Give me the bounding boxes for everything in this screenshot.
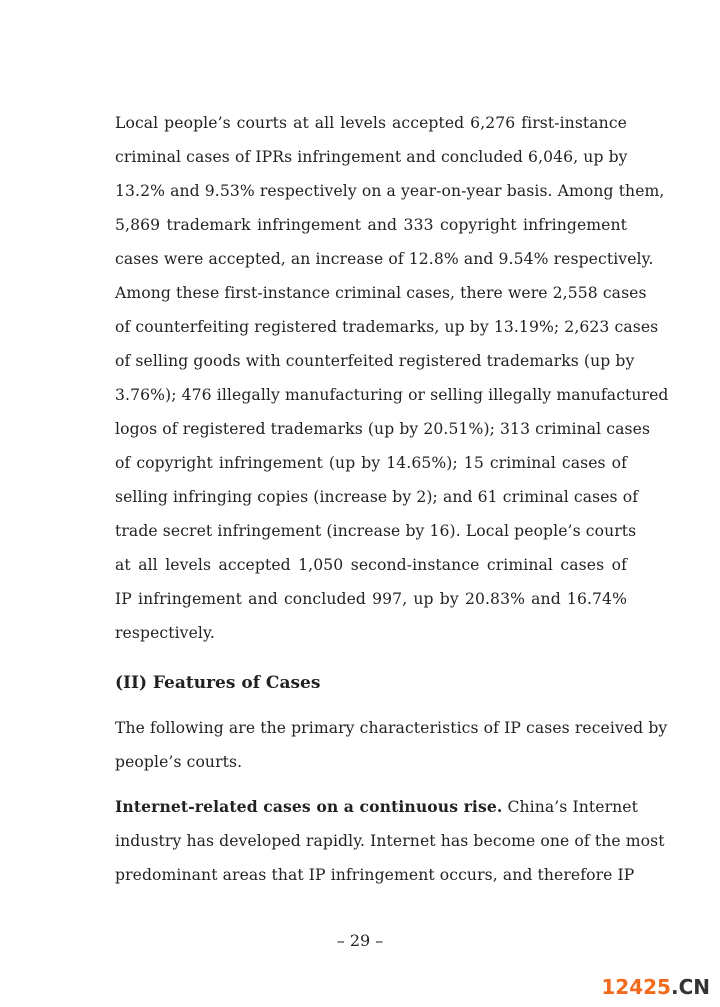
text-line: of selling goods with counterfeited regi… [115, 352, 635, 370]
text-line: respectively. [115, 624, 215, 642]
text-line: 3.76%); 476 illegally manufacturing or s… [115, 386, 669, 404]
text-line: Internet-related cases on a continuous r… [115, 797, 638, 816]
text-line: 13.2% and 9.53% respectively on a year-o… [115, 182, 665, 200]
text-line: at all levels accepted 1,050 second-inst… [115, 556, 627, 574]
text-line: logos of registered trademarks (up by 20… [115, 420, 651, 438]
text-line: Among these first-instance criminal case… [115, 284, 647, 302]
text-line: of copyright infringement (up by 14.65%)… [115, 454, 627, 472]
text-line: Local people’s courts at all levels acce… [115, 114, 627, 132]
text-line: trade secret infringement (increase by 1… [115, 522, 637, 540]
text-line: The following are the primary characteri… [115, 719, 668, 737]
text-line: 5,869 trademark infringement and 333 cop… [115, 216, 627, 234]
paragraph-internet-cases: Internet-related cases on a continuous r… [115, 790, 665, 892]
text-line: of counterfeiting registered trademarks,… [115, 318, 659, 336]
text-line: cases were accepted, an increase of 12.8… [115, 250, 654, 268]
text-line: predominant areas that IP infringement o… [115, 866, 635, 884]
text-line: industry has developed rapidly. Internet… [115, 832, 665, 850]
text-line: IP infringement and concluded 997, up by… [115, 590, 627, 608]
text-line: selling infringing copies (increase by 2… [115, 488, 639, 506]
paragraph-primary-characteristics: The following are the primary characteri… [115, 711, 668, 779]
text-line: people’s courts. [115, 753, 243, 771]
page-number: – 29 – [336, 931, 384, 950]
text-line: criminal cases of IPRs infringement and … [115, 148, 628, 166]
section-heading: (II) Features of Cases [115, 673, 321, 693]
bold-lead: Internet-related cases on a continuous r… [115, 797, 503, 816]
watermark-logo: 12425.CN [601, 975, 710, 999]
paragraph-criminal-cases: Local people’s courts at all levels acce… [115, 106, 669, 650]
